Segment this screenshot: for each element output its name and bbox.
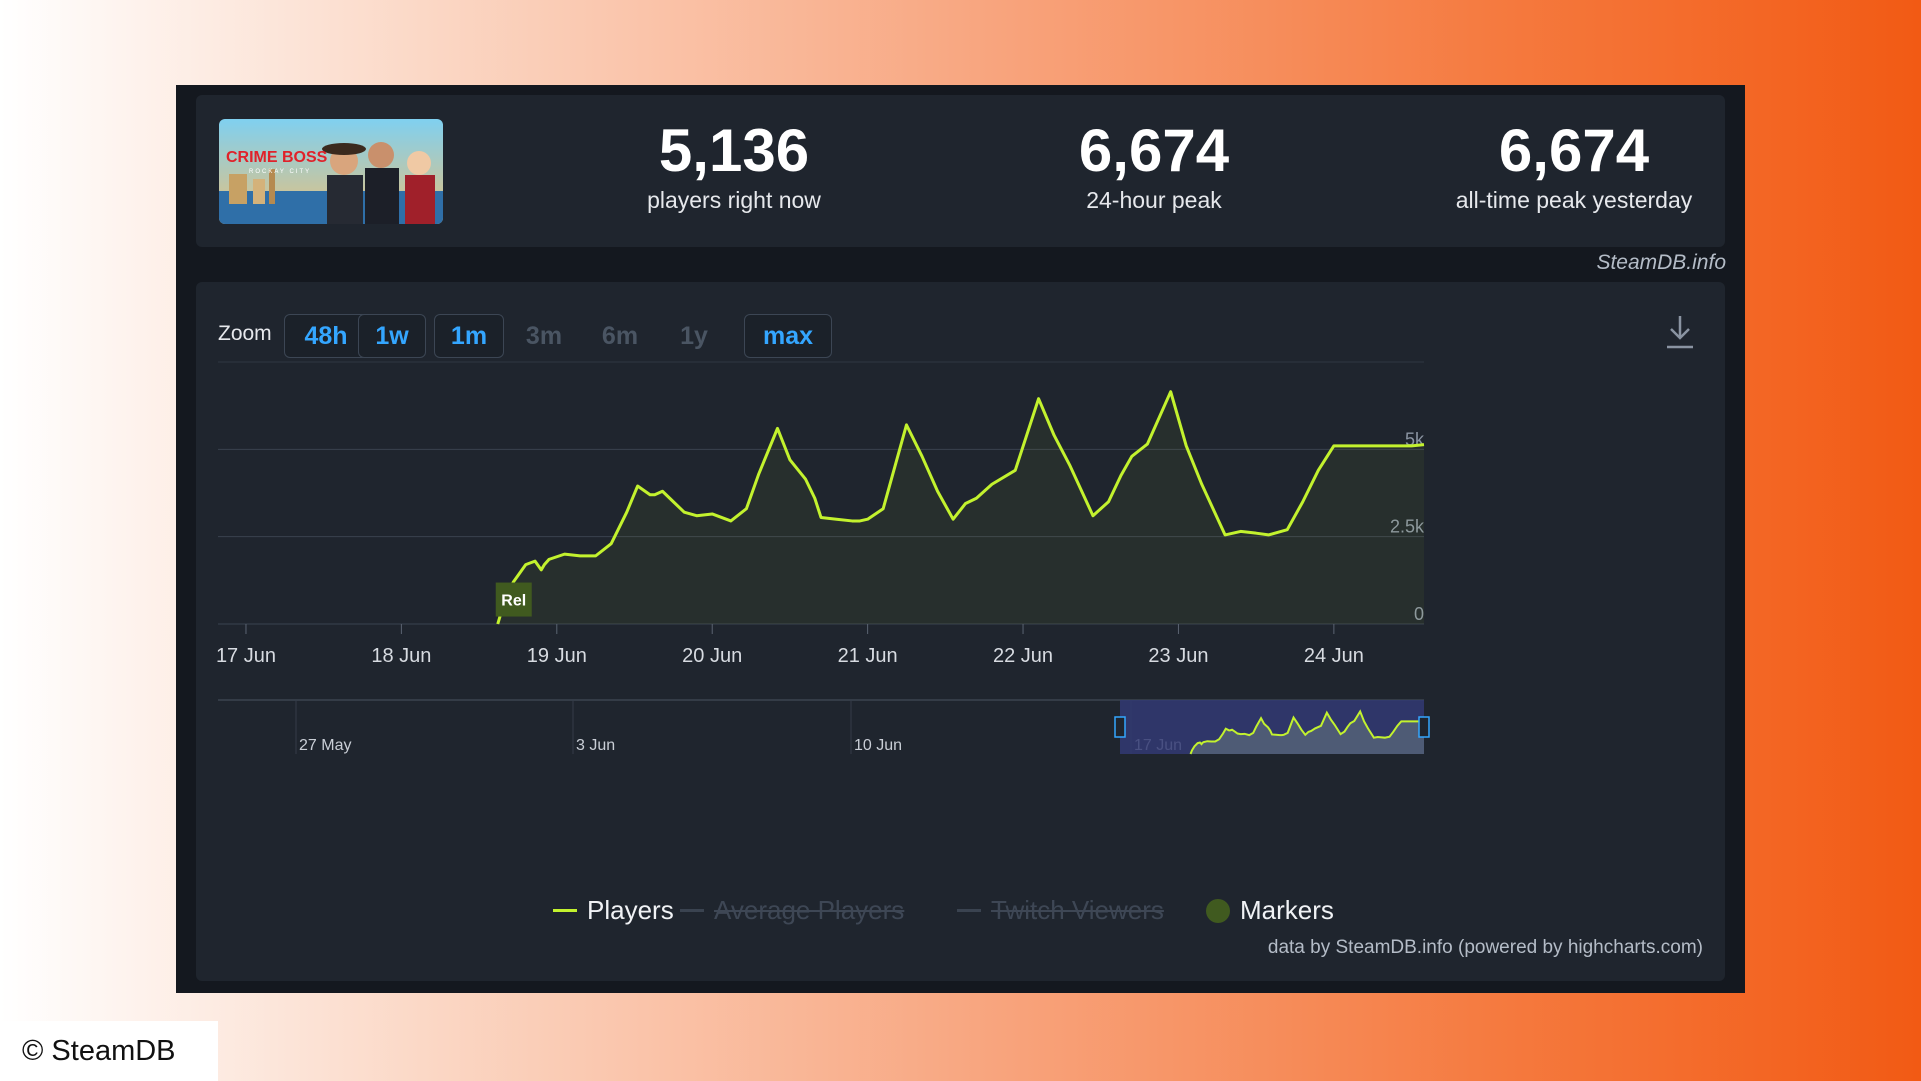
zoom-48h-button[interactable]: 48h (284, 314, 368, 358)
navigator-series-area (1190, 711, 1424, 754)
chart-card: Zoom 48h 1w 1m 3m 6m 1y max 0 2.5k 5k 17 Ju… (196, 282, 1725, 981)
current-players-value: 5,136 (658, 117, 810, 184)
navigator-tick-label: 10 Jun (854, 737, 902, 754)
zoom-label: Zoom (218, 322, 272, 345)
peak-24h-value: 6,674 (1078, 117, 1230, 184)
current-players-label: players right now (647, 187, 821, 213)
navigator-series-line (1189, 709, 1425, 755)
release-marker-label: Rel (501, 593, 526, 610)
players-series-area (497, 391, 1424, 624)
zoom-1m-button[interactable]: 1m (434, 314, 504, 358)
source-label[interactable]: SteamDB.info (1596, 251, 1726, 274)
navigator-tick-label: 27 May (299, 737, 351, 754)
stats-card: CRIME BOSS ROCKAY CITY 5,136 players rig… (196, 95, 1725, 247)
chart-credits[interactable]: data by SteamDB.info (powered by highcha… (1267, 937, 1703, 958)
legend-average-players-label: Average Players (714, 895, 905, 925)
navigator-right-handle[interactable] (1418, 716, 1430, 738)
legend-twitch-viewers-label: Twitch Viewers (991, 895, 1164, 925)
x-tick-label: 22 Jun (993, 645, 1053, 667)
x-tick-label: 23 Jun (1148, 645, 1208, 667)
stat-24h-peak: 6,674 24-hour peak (964, 117, 1344, 215)
x-tick-label: 24 Jun (1304, 645, 1364, 667)
zoom-3m-button[interactable]: 3m (525, 322, 563, 350)
all-time-peak-value: 6,674 (1498, 117, 1650, 184)
navigator-tick-label: 3 Jun (576, 737, 615, 754)
peak-24h-label: 24-hour peak (1086, 187, 1222, 213)
steamdb-panel: CRIME BOSS ROCKAY CITY 5,136 players rig… (176, 85, 1745, 993)
zoom-1w-button[interactable]: 1w (358, 314, 426, 358)
cover-title: CRIME BOSS (226, 149, 328, 166)
stat-all-time-peak: 6,674 all-time peak yesterday (1384, 117, 1764, 215)
zoom-max-button[interactable]: max (744, 314, 832, 358)
x-tick-label: 21 Jun (838, 645, 898, 667)
average-line-swatch (680, 909, 704, 912)
stat-current-players: 5,136 players right now (544, 117, 924, 215)
y-tick-label: 2.5k (1390, 517, 1425, 537)
all-time-peak-label: all-time peak yesterday (1455, 187, 1693, 213)
twitch-line-swatch (957, 909, 981, 912)
release-marker (495, 582, 532, 617)
chart-legend: Players Average Players Twitch Viewers M… (196, 890, 1725, 930)
zoom-6m-button[interactable]: 6m (601, 322, 639, 350)
game-thumbnail[interactable]: CRIME BOSS ROCKAY CITY (219, 119, 443, 224)
y-tick-label: 0 (1414, 604, 1424, 624)
legend-players-label: Players (587, 895, 674, 925)
x-tick-label: 17 Jun (216, 645, 276, 667)
x-tick-label: 19 Jun (527, 645, 587, 667)
players-line-swatch (553, 909, 577, 912)
cover-subtitle: ROCKAY CITY (249, 169, 311, 175)
markers-dot-swatch (1206, 899, 1230, 923)
x-tick-label: 18 Jun (371, 645, 431, 667)
copyright-notice: © SteamDB (0, 1021, 218, 1081)
download-icon[interactable] (1663, 314, 1697, 350)
legend-markers-label: Markers (1240, 895, 1334, 925)
navigator-left-handle[interactable] (1114, 716, 1126, 738)
players-series-line (496, 390, 1425, 625)
game-cover-image: CRIME BOSS ROCKAY CITY (219, 119, 443, 224)
x-tick-label: 20 Jun (682, 645, 742, 667)
zoom-1y-button[interactable]: 1y (680, 322, 708, 350)
